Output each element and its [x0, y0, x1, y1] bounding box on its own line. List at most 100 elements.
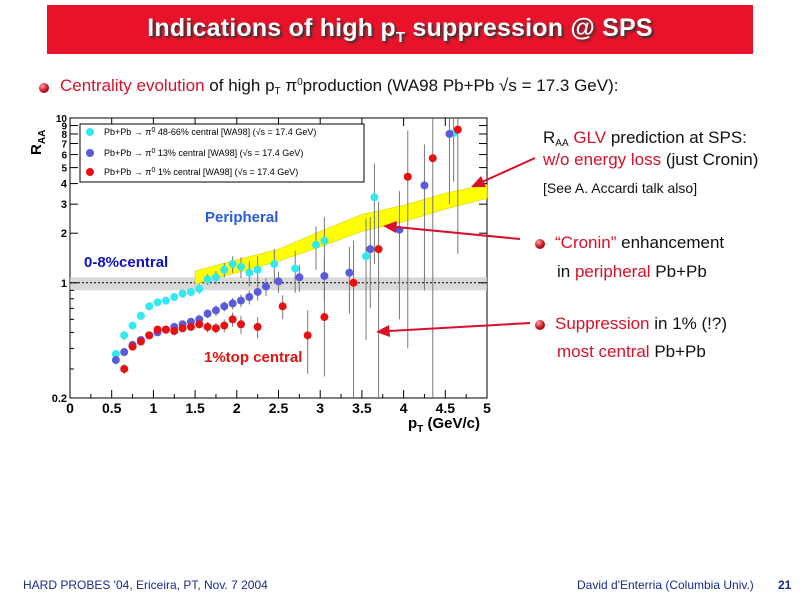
data-point-series-2: [420, 181, 429, 190]
data-point-series-3: [220, 321, 229, 330]
x-tick-label: 4: [400, 400, 408, 416]
y-axis-label: RAA: [28, 130, 48, 155]
svg-text:pT (GeV/c): pT (GeV/c): [408, 415, 480, 435]
data-point-series-3: [278, 302, 287, 311]
data-point-series-3: [120, 364, 129, 373]
data-point-series-2: [445, 129, 454, 138]
title-bar: Indications of high pT suppression @ SPS: [47, 5, 753, 54]
data-point-series-2: [120, 348, 129, 357]
legend-text-3: Pb+Pb → π0 1% central [WA98] (√s = 17.4 …: [104, 167, 298, 177]
y-tick-label: 7: [61, 140, 67, 151]
legend-text-1: Pb+Pb → π0 48-66% central [WA98] (√s = 1…: [104, 127, 316, 137]
data-point-series-1: [220, 265, 229, 274]
svg-text:RAA: RAA: [28, 130, 48, 155]
data-point-series-1: [186, 287, 195, 296]
x-axis-label: pT (GeV/c): [408, 415, 480, 435]
glv-line-2: w/o energy loss (just Cronin): [543, 150, 759, 169]
data-point-series-3: [153, 325, 162, 334]
data-point-series-2: [295, 273, 304, 282]
y-tick-label: 3: [61, 199, 67, 211]
legend-box: [79, 123, 365, 183]
bullet-icon: [535, 320, 545, 330]
data-point-series-3: [203, 322, 212, 331]
x-tick-label: 0: [66, 400, 74, 416]
data-point-series-3: [236, 320, 245, 329]
data-point-series-3: [178, 324, 187, 333]
data-point-series-1: [370, 193, 379, 202]
y-tick-label: 10: [56, 114, 68, 125]
data-point-series-1: [170, 293, 179, 302]
arrow-cronin: [383, 221, 521, 240]
data-point-series-3: [170, 326, 179, 335]
data-point-series-3: [320, 313, 329, 322]
data-point-series-1: [128, 321, 137, 330]
data-point-series-3: [374, 245, 383, 254]
x-tick-label: 2.5: [269, 400, 289, 416]
data-point-series-1: [111, 349, 120, 358]
y-tick-label: 0.2: [52, 393, 67, 405]
suppression-line-1: Suppression in 1% (!?): [555, 314, 727, 333]
legend-marker-2: [86, 149, 94, 157]
arrow-glv: [471, 157, 536, 187]
data-point-series-2: [111, 356, 120, 365]
data-point-series-1: [203, 275, 212, 284]
central-08-label: 0-8%central: [84, 254, 168, 271]
footer-right: David d'Enterria (Columbia Univ.): [577, 578, 754, 592]
glv-note: [See A. Accardi talk also]: [543, 180, 698, 196]
data-point-series-3: [453, 125, 462, 134]
data-point-series-3: [211, 324, 220, 333]
data-point-series-2: [274, 277, 283, 286]
data-point-series-2: [203, 309, 212, 318]
data-point-series-1: [245, 268, 254, 277]
data-point-series-1: [312, 240, 321, 249]
x-tick-label: 3: [316, 400, 324, 416]
glv-band: [194, 184, 488, 285]
data-point-series-1: [211, 273, 220, 282]
y-tick-label: 1: [61, 278, 67, 290]
x-tick-label: 3.5: [352, 400, 372, 416]
y-tick-label: 2: [61, 228, 67, 240]
x-tick-label: 0.5: [102, 400, 122, 416]
data-point-series-3: [349, 278, 358, 287]
x-tick-label: 1: [150, 400, 158, 416]
data-points: [111, 125, 462, 373]
slide-title: Indications of high pT suppression @ SPS: [147, 13, 653, 46]
data-point-series-3: [186, 322, 195, 331]
data-point-series-1: [320, 236, 329, 245]
peripheral-label: Peripheral: [205, 209, 278, 226]
x-tick-label: 2: [233, 400, 241, 416]
data-point-series-1: [195, 284, 204, 293]
legend-entry-2: Pb+Pb → π0 13% central [WA98] (√s = 17.4…: [86, 148, 303, 158]
data-point-series-3: [428, 154, 437, 163]
y-tick-label: 8: [61, 130, 67, 141]
data-point-series-2: [345, 268, 354, 277]
data-point-series-1: [236, 262, 245, 271]
intro-line: Centrality evolution of high pT π0produc…: [60, 76, 619, 97]
legend-marker-3: [86, 168, 94, 176]
data-point-series-3: [136, 337, 145, 346]
central-1-label: 1%top central: [204, 349, 302, 366]
data-point-series-2: [211, 306, 220, 315]
data-point-series-1: [153, 298, 162, 307]
data-point-series-1: [270, 260, 279, 269]
data-point-series-3: [228, 315, 237, 324]
data-point-series-2: [320, 271, 329, 280]
cronin-line-2: in peripheral Pb+Pb: [557, 262, 707, 281]
y-tick-label: 4: [61, 179, 68, 191]
y-tick-label: 9: [61, 122, 67, 133]
page-number: 21: [778, 578, 792, 592]
legend-entry-3: Pb+Pb → π0 1% central [WA98] (√s = 17.4 …: [86, 167, 298, 177]
glv-line-1: RAA GLV prediction at SPS:: [543, 128, 747, 149]
data-point-series-2: [253, 287, 262, 296]
footer-left: HARD PROBES '04, Ericeira, PT, Nov. 7 20…: [23, 578, 268, 592]
x-tick-label: 4.5: [436, 400, 456, 416]
data-point-series-1: [362, 252, 371, 261]
data-point-series-1: [253, 265, 262, 274]
data-point-series-2: [228, 299, 237, 308]
data-point-series-3: [195, 320, 204, 329]
data-point-series-2: [261, 282, 270, 291]
data-point-series-3: [145, 331, 154, 340]
data-point-series-2: [236, 296, 245, 305]
data-point-series-3: [303, 331, 312, 340]
